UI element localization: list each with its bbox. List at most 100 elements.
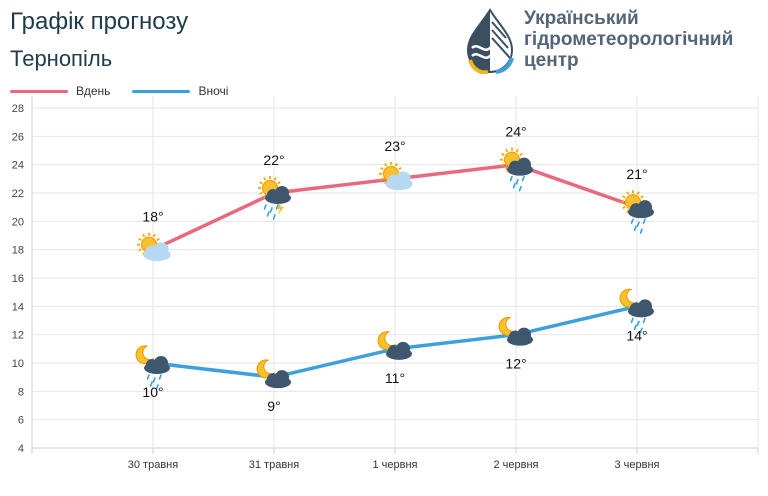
rain-drop xyxy=(275,204,279,210)
y-tick-label: 10 xyxy=(12,358,24,370)
data-label: 11° xyxy=(385,370,405,386)
data-label: 10° xyxy=(142,384,163,400)
rain-drop xyxy=(158,374,162,380)
data-label: 23° xyxy=(384,138,405,154)
data-label: 12° xyxy=(505,356,526,372)
rain-drop xyxy=(521,175,525,182)
hydromet-logo-icon xyxy=(466,8,514,75)
sun-ray xyxy=(640,195,644,199)
sun-cloud-rain-icon xyxy=(500,147,533,192)
sun-ray xyxy=(394,162,398,167)
sun-ray xyxy=(277,181,281,185)
chart-legend: Вдень Вночі xyxy=(10,84,250,98)
sun-ray xyxy=(259,191,263,195)
rain-drop xyxy=(630,218,634,224)
y-tick-label: 20 xyxy=(12,216,24,228)
rain-drop xyxy=(269,207,273,213)
data-label: 24° xyxy=(505,124,526,140)
x-tick-label: 30 травня xyxy=(128,459,178,471)
rain-drop xyxy=(636,221,640,227)
chart-title: Графік прогнозу xyxy=(10,8,189,35)
rain-drop xyxy=(639,327,643,334)
sun-ray xyxy=(263,195,267,199)
y-tick-label: 14 xyxy=(12,301,24,313)
rain-drop xyxy=(633,225,637,231)
cloud-part xyxy=(395,171,411,187)
moon-cloud-rain-icon xyxy=(619,288,654,334)
lightning-bolt xyxy=(277,203,284,215)
cloud-part xyxy=(396,341,410,356)
sun-ray xyxy=(626,209,630,214)
moon-cloud-icon xyxy=(377,331,412,360)
logo-line-2: гідрометеорологічний xyxy=(524,29,734,50)
rain-drop xyxy=(515,178,519,185)
sun-ray xyxy=(622,195,626,199)
cloud-part xyxy=(638,200,652,215)
data-label: 9° xyxy=(267,398,280,414)
logo: Український гідрометеорологічний центр xyxy=(462,8,762,78)
sun-ray xyxy=(273,177,277,181)
sun-ray xyxy=(622,205,626,209)
sun-ray xyxy=(515,148,519,153)
sun-ray xyxy=(501,163,505,167)
rain-drop xyxy=(146,374,150,380)
data-label: 22° xyxy=(263,152,284,168)
legend-label-day: Вдень xyxy=(76,84,111,98)
sun-cloud-icon xyxy=(379,161,413,191)
rain-drop xyxy=(149,381,153,387)
data-label: 14° xyxy=(626,327,647,343)
cloud-part xyxy=(275,370,289,385)
sun-ray xyxy=(519,152,523,156)
logo-line-3: центр xyxy=(524,50,579,71)
cloud-part xyxy=(154,356,168,370)
sun-ray xyxy=(138,237,142,241)
rain-drop xyxy=(639,228,643,234)
x-tick-label: 31 травня xyxy=(249,459,299,471)
y-tick-label: 26 xyxy=(12,131,24,143)
sun-ray xyxy=(259,181,263,185)
y-tick-label: 28 xyxy=(12,103,24,115)
sun-ray xyxy=(636,191,640,195)
sun-ray xyxy=(505,148,509,153)
y-tick-label: 12 xyxy=(12,330,24,342)
y-tick-label: 6 xyxy=(18,415,24,427)
sun-cloud-storm-icon xyxy=(258,176,291,220)
y-tick-label: 16 xyxy=(12,273,24,285)
rain-drop xyxy=(266,211,270,217)
y-tick-label: 8 xyxy=(18,386,24,398)
rain-drop xyxy=(636,320,640,327)
sun-ray xyxy=(152,233,156,238)
sun-ray xyxy=(501,152,505,156)
sun-ray xyxy=(142,233,146,238)
sun-cloud-icon xyxy=(137,232,171,262)
cloud-part xyxy=(517,327,531,342)
rain-drop xyxy=(630,317,634,324)
moon-cloud-icon xyxy=(256,359,291,389)
rain-drop xyxy=(518,185,522,192)
legend-item-day[interactable]: Вдень xyxy=(10,84,110,98)
cloud-part xyxy=(638,299,652,314)
rain-drop xyxy=(152,377,156,383)
sun-ray xyxy=(380,167,384,171)
sun-ray xyxy=(626,191,630,195)
cloud-part xyxy=(517,157,531,172)
rain-drop xyxy=(155,384,159,390)
sun-ray xyxy=(384,162,388,167)
x-tick-label: 3 червня xyxy=(614,459,659,471)
cloud-part xyxy=(153,242,169,257)
sun-ray xyxy=(156,237,160,241)
legend-item-night[interactable]: Вночі xyxy=(132,84,228,98)
sun-ray xyxy=(263,177,267,181)
city-name: Тернопіль xyxy=(10,46,113,71)
rain-drop xyxy=(509,175,513,182)
moon-cloud-icon xyxy=(498,316,533,346)
sun-cloud-rain-icon xyxy=(621,190,654,234)
cloud-part xyxy=(275,186,289,200)
rain-drop xyxy=(642,218,646,224)
y-tick-label: 4 xyxy=(18,443,24,455)
rain-drop xyxy=(272,214,276,220)
legend-swatch-night xyxy=(132,89,191,93)
rain-drop xyxy=(263,204,267,210)
sun-ray xyxy=(380,177,384,181)
